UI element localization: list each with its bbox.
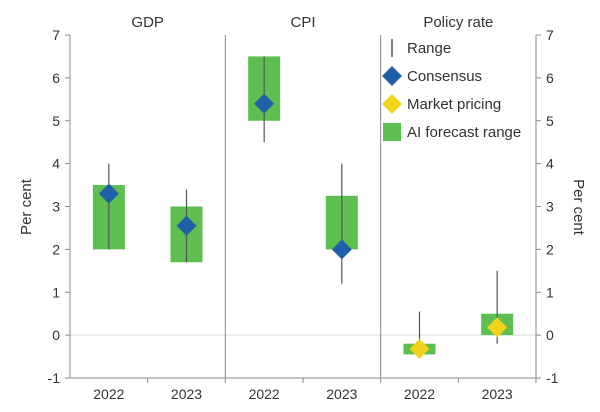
panel-title: GDP bbox=[131, 14, 164, 31]
y-tick-label-right: -1 bbox=[546, 370, 559, 386]
y-tick-label-right: 5 bbox=[546, 113, 554, 129]
market-pricing-marker bbox=[487, 317, 508, 338]
legend-swatch-consensus bbox=[382, 66, 402, 86]
y-tick-label-right: 2 bbox=[546, 241, 554, 257]
y-tick-label-left: 5 bbox=[52, 113, 60, 129]
panel-gdp: GDP 2022 2023 bbox=[92, 14, 203, 402]
consensus-marker bbox=[331, 239, 352, 260]
legend-item-ai: AI forecast range bbox=[383, 123, 521, 141]
panel-title: Policy rate bbox=[423, 14, 493, 31]
consensus-marker bbox=[254, 93, 275, 114]
legend-label: Range bbox=[407, 40, 451, 57]
legend-label: AI forecast range bbox=[407, 124, 521, 141]
panel-layer: GDP 2022 2023 CPI 2022 2023 Policy rate 2022 202… bbox=[92, 14, 514, 402]
x-tick-label: 2023 bbox=[482, 386, 513, 402]
panel-cpi: CPI 2022 2023 bbox=[224, 14, 358, 402]
x-tick-label: 2022 bbox=[249, 386, 280, 402]
legend: Range Consensus Market pricing AI forecast … bbox=[382, 39, 521, 141]
consensus-marker bbox=[176, 215, 197, 236]
y-axis-label-right: Per cent bbox=[570, 179, 587, 236]
y-tick-label-left: -1 bbox=[48, 370, 61, 386]
y-tick-label-right: 7 bbox=[546, 27, 554, 43]
x-tick-label: 2023 bbox=[171, 386, 202, 402]
y-tick-label-left: 7 bbox=[52, 27, 60, 43]
y-tick-label-left: 4 bbox=[52, 156, 60, 172]
y-tick-label-left: 2 bbox=[52, 241, 60, 257]
legend-label: Consensus bbox=[407, 68, 482, 85]
legend-swatch-ai bbox=[383, 123, 401, 141]
y-tick-label-left: 0 bbox=[52, 327, 60, 343]
market-pricing-marker bbox=[409, 338, 430, 359]
legend-item-market: Market pricing bbox=[382, 94, 501, 114]
y-tick-label-left: 1 bbox=[52, 284, 60, 300]
y-tick-label-right: 3 bbox=[546, 199, 554, 215]
y-tick-label-left: 6 bbox=[52, 70, 60, 86]
axis-layer: -1 -1 0 0 1 1 2 2 3 3 4 4 5 5 6 6 7 7 bbox=[48, 27, 559, 386]
x-tick-label: 2022 bbox=[404, 386, 435, 402]
y-tick-label-left: 3 bbox=[52, 199, 60, 215]
legend-item-range: Range bbox=[391, 39, 451, 57]
y-axis-label-left: Per cent bbox=[18, 178, 35, 235]
y-tick-label-right: 0 bbox=[546, 327, 554, 343]
y-tick-label-right: 6 bbox=[546, 70, 554, 86]
x-tick-label: 2023 bbox=[326, 386, 357, 402]
x-tick-label: 2022 bbox=[93, 386, 124, 402]
y-tick-label-right: 1 bbox=[546, 284, 554, 300]
consensus-marker bbox=[98, 183, 119, 204]
legend-item-consensus: Consensus bbox=[382, 66, 482, 86]
panel-title: CPI bbox=[290, 14, 315, 31]
legend-swatch-market bbox=[382, 94, 402, 114]
panel-policy-rate: Policy rate 2022 2023 bbox=[380, 14, 514, 402]
y-tick-label-right: 4 bbox=[546, 156, 554, 172]
legend-label: Market pricing bbox=[407, 96, 501, 113]
